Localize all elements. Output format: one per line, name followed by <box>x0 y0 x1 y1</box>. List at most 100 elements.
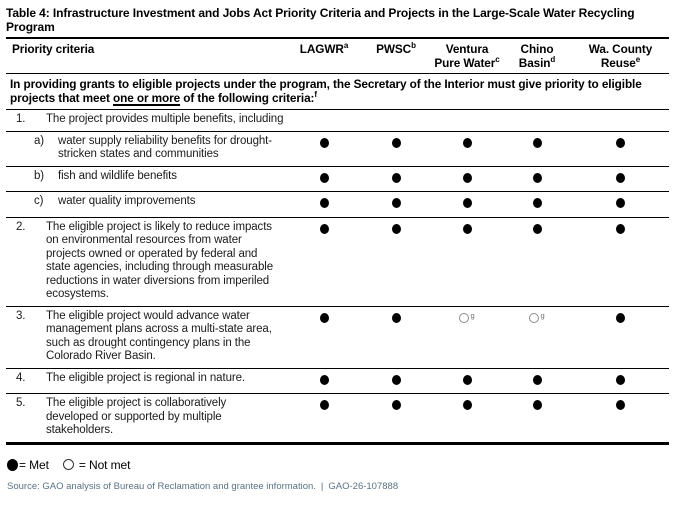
not-met-cell: g <box>432 306 502 368</box>
met-cell <box>288 166 360 192</box>
met-dot-icon <box>616 172 625 183</box>
col-label: Chino Basin <box>518 42 554 70</box>
met-cell <box>360 368 432 394</box>
row-marker: c) <box>34 195 44 207</box>
criterion-text: The project provides multiple benefits, … <box>46 113 284 125</box>
table-row: b) fish and wildlife benefits <box>6 166 669 192</box>
table-row: c) water quality improvements <box>6 192 669 218</box>
met-dot-icon <box>319 223 329 234</box>
met-dot-icon <box>532 400 542 410</box>
met-cell <box>572 166 669 192</box>
met-dot-icon <box>532 198 542 208</box>
met-dot-icon <box>391 172 401 183</box>
met-cell <box>288 192 360 218</box>
footnote-mark: e <box>635 54 641 64</box>
met-cell <box>432 131 502 166</box>
met-cell <box>572 394 669 444</box>
met-dot-icon <box>532 172 542 183</box>
table-row: 3. The eligible project would advance wat… <box>6 306 669 368</box>
met-cell <box>502 192 572 218</box>
met-cell <box>572 368 669 394</box>
intro-underlined: one or more <box>113 91 181 105</box>
col-header-wa-county-reuse: Wa. County Reusee <box>572 38 669 74</box>
row-marker: 3. <box>16 309 26 322</box>
met-dot-icon <box>319 400 329 410</box>
criterion-text: water quality improvements <box>58 195 196 207</box>
col-header-priority-criteria: Priority criteria <box>6 38 288 74</box>
footnote-mark: a <box>343 41 349 51</box>
met-cell <box>572 192 669 218</box>
met-cell <box>502 368 572 394</box>
col-label: LAGWR <box>299 42 344 56</box>
footnote-mark: c <box>495 54 500 64</box>
met-cell <box>432 217 502 306</box>
not-met-circle-icon <box>459 312 470 323</box>
met-dot-icon <box>616 400 625 410</box>
not-met-legend-icon <box>62 459 74 470</box>
met-dot-icon <box>616 137 625 148</box>
met-cell <box>360 394 432 444</box>
met-cell <box>360 306 432 368</box>
met-cell <box>572 217 669 306</box>
footnote-mark: b <box>411 41 416 51</box>
met-cell <box>502 394 572 444</box>
not-met-legend-label: = Not met <box>78 457 131 472</box>
met-dot-icon <box>616 198 625 208</box>
row-marker: 1. <box>16 113 26 125</box>
row-marker: 5. <box>16 397 26 409</box>
met-cell <box>502 217 572 306</box>
col-label: Wa. County Reuse <box>588 42 653 70</box>
not-met-circle-icon <box>529 312 540 323</box>
criterion-text: fish and wildlife benefits <box>58 169 177 182</box>
met-dot-icon <box>532 137 542 148</box>
met-dot-icon <box>391 223 401 234</box>
met-cell <box>288 131 360 166</box>
criteria-table: Priority criteria LAGWRa PWSCb Ventura P… <box>6 37 669 445</box>
met-legend-icon <box>7 458 18 471</box>
met-cell <box>572 131 669 166</box>
criterion-cell: 5. The eligible project is collaborativel… <box>6 394 288 444</box>
met-dot-icon <box>532 374 542 385</box>
met-dot-icon <box>462 223 472 234</box>
row-marker: a) <box>34 134 45 147</box>
criterion-text: The eligible project would advance water… <box>46 309 272 363</box>
met-cell <box>432 394 502 444</box>
met-dot-icon <box>616 223 625 234</box>
criteria-tbody: In providing grants to eligible projects… <box>6 74 669 444</box>
col-label: PWSC <box>376 42 412 56</box>
met-cell <box>360 192 432 218</box>
header-row: Priority criteria LAGWRa PWSCb Ventura P… <box>6 38 669 74</box>
table-row: 2. The eligible project is likely to redu… <box>6 217 669 306</box>
criterion-text: The eligible project is likely to reduce… <box>46 220 274 301</box>
met-dot-icon <box>462 400 472 410</box>
table-row: 5. The eligible project is collaborativel… <box>6 394 669 444</box>
met-dot-icon <box>462 137 472 148</box>
source-text: Source: GAO analysis of Bureau of Reclam… <box>7 480 316 492</box>
met-cell <box>288 394 360 444</box>
met-dot-icon <box>391 374 401 385</box>
met-dot-icon <box>616 374 625 385</box>
not-met-cell: g <box>502 306 572 368</box>
intro-before: In providing grants to eligible projects… <box>10 77 642 105</box>
met-cell <box>288 217 360 306</box>
footnote-mark: g <box>540 310 545 320</box>
col-header-chino-basin: Chino Basind <box>502 38 572 74</box>
met-cell <box>572 306 669 368</box>
col-header-ventura-pure-water: Ventura Pure Waterc <box>432 38 502 74</box>
met-cell <box>502 131 572 166</box>
report-number: GAO-26-107888 <box>328 480 399 492</box>
met-dot-icon <box>391 312 401 323</box>
met-cell <box>288 306 360 368</box>
criterion-cell: 3. The eligible project would advance wat… <box>6 306 288 368</box>
col-label: Ventura Pure Water <box>434 42 496 70</box>
met-cell <box>288 368 360 394</box>
footnote-mark: g <box>470 310 475 320</box>
met-dot-icon <box>391 400 401 410</box>
source-line: Source: GAO analysis of Bureau of Reclam… <box>7 481 669 492</box>
footnote-mark: d <box>550 54 556 64</box>
met-cell <box>360 217 432 306</box>
criterion-text: The eligible project is collaboratively … <box>46 397 227 436</box>
table-row: 1. The project provides multiple benefits… <box>6 110 669 131</box>
criterion-cell: a) water supply reliability benefits for … <box>6 131 288 166</box>
